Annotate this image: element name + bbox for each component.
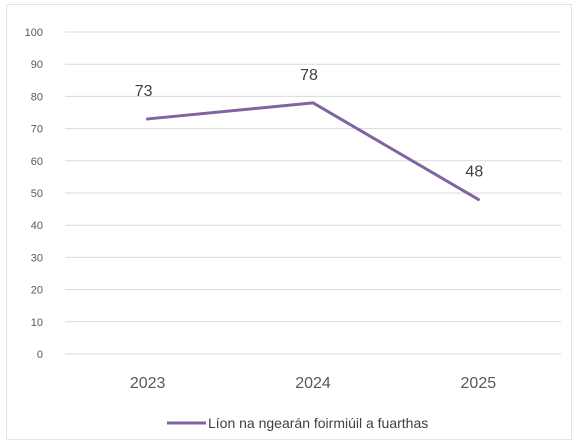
y-tick-label: 30 [31, 252, 43, 264]
line-chart: 0 10 20 30 40 50 60 70 80 90 100 2023 2024 2025 73 78… [25, 27, 561, 431]
data-label: 48 [465, 163, 483, 180]
y-tick-label: 90 [31, 59, 43, 71]
x-axis-tick-labels: 2023 2024 2025 [130, 375, 496, 392]
y-tick-label: 0 [37, 349, 43, 361]
data-point [476, 197, 480, 201]
y-tick-label: 20 [31, 285, 43, 297]
data-label: 73 [135, 83, 153, 100]
data-point [311, 101, 315, 105]
data-label: 78 [300, 67, 318, 84]
x-tick-label: 2025 [461, 375, 497, 392]
y-tick-label: 70 [31, 124, 43, 136]
y-tick-label: 80 [31, 91, 43, 103]
data-point [146, 117, 150, 121]
series-line [146, 101, 480, 201]
y-axis-tick-labels: 0 10 20 30 40 50 60 70 80 90 100 [25, 27, 43, 361]
series-lines [146, 101, 480, 201]
x-tick-label: 2023 [130, 375, 166, 392]
x-tick-label: 2024 [295, 375, 331, 392]
y-tick-label: 10 [31, 317, 43, 329]
y-tick-label: 60 [31, 156, 43, 168]
chart-frame: 0 10 20 30 40 50 60 70 80 90 100 2023 2024 2025 73 78… [6, 4, 572, 440]
legend: Líon na ngearán foirmiúil a fuarthas [167, 415, 428, 431]
y-tick-label: 100 [25, 27, 43, 39]
y-tick-label: 50 [31, 188, 43, 200]
data-labels: 73 78 48 [135, 67, 484, 181]
y-tick-label: 40 [31, 220, 43, 232]
legend-label: Líon na ngearán foirmiúil a fuarthas [208, 415, 428, 431]
gridlines [65, 31, 561, 355]
